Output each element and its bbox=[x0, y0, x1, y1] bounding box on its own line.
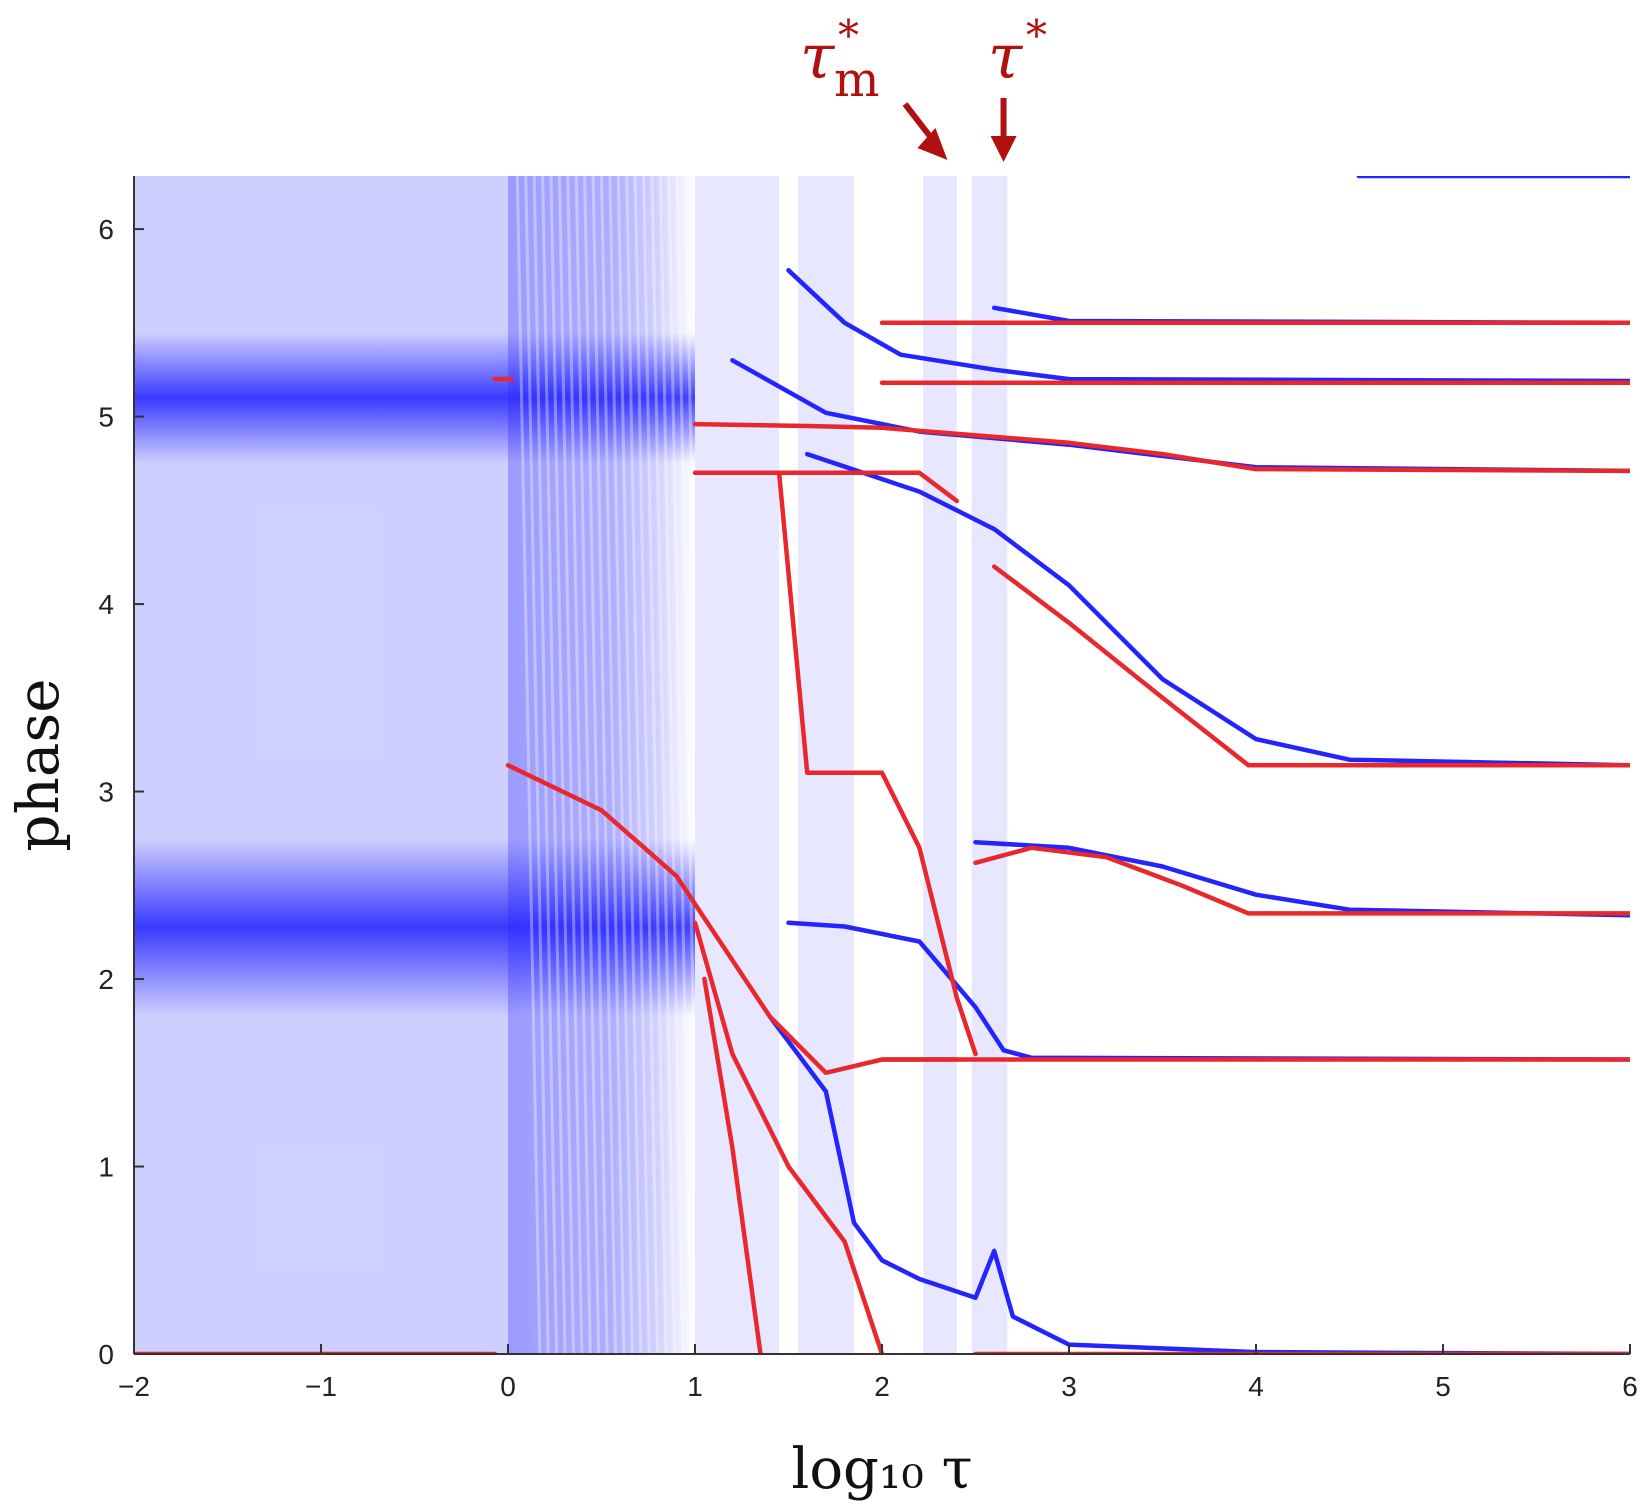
blue-curve bbox=[767, 1014, 1630, 1354]
striation bbox=[642, 176, 668, 1354]
tau-star-arrow-head bbox=[990, 136, 1017, 162]
y-tick-label: 2 bbox=[98, 964, 114, 995]
tau-m-star-sup: * bbox=[838, 11, 859, 60]
y-tick-label: 0 bbox=[98, 1339, 114, 1370]
x-tick-label: 3 bbox=[1061, 1371, 1077, 1402]
tau-m-arrow-head bbox=[917, 128, 948, 160]
x-tick-label: 1 bbox=[687, 1371, 703, 1402]
blue-curve bbox=[804, 451, 1630, 768]
striation bbox=[574, 176, 601, 1354]
y-axis-label: phase bbox=[4, 678, 72, 851]
x-tick-label: 0 bbox=[500, 1371, 516, 1402]
striation bbox=[667, 176, 693, 1354]
red-series bbox=[134, 320, 1630, 1354]
scatter-column bbox=[695, 176, 780, 1354]
y-tick-label: 1 bbox=[98, 1152, 114, 1183]
red-curve bbox=[702, 976, 763, 1354]
x-tick-label: −2 bbox=[118, 1371, 150, 1402]
striation bbox=[532, 176, 559, 1354]
x-tick-label: 2 bbox=[874, 1371, 890, 1402]
y-tick-label: 6 bbox=[98, 214, 114, 245]
y-tick-label: 3 bbox=[98, 777, 114, 808]
x-tick-label: −1 bbox=[305, 1371, 337, 1402]
red-curve bbox=[776, 470, 978, 1057]
striation bbox=[557, 176, 584, 1354]
striation bbox=[600, 176, 626, 1354]
blue-curve bbox=[973, 839, 1630, 918]
density-background bbox=[134, 176, 1008, 1354]
red-curve bbox=[692, 920, 885, 1354]
striation bbox=[549, 176, 575, 1354]
red-curve bbox=[973, 845, 1630, 916]
scatter-column bbox=[971, 176, 1008, 1354]
x-ticks: −2 −1 0 1 2 3 4 5 6 bbox=[118, 1344, 1638, 1402]
blue-curve bbox=[786, 920, 1630, 1062]
red-curve bbox=[991, 564, 1630, 768]
striation bbox=[675, 176, 702, 1354]
striation bbox=[684, 176, 710, 1354]
blue-curve bbox=[730, 358, 1630, 474]
striation bbox=[658, 176, 685, 1354]
blue-curve bbox=[786, 268, 1630, 384]
striation bbox=[616, 176, 643, 1354]
x-tick-label: 5 bbox=[1435, 1371, 1451, 1402]
x-axis-label: log₁₀ τ bbox=[791, 1437, 972, 1502]
striation bbox=[566, 176, 592, 1354]
annotations: τ *m τ * bbox=[800, 11, 1047, 162]
y-ticks: 0 1 2 3 4 5 6 bbox=[98, 214, 144, 1370]
x-tick-label: 4 bbox=[1248, 1371, 1264, 1402]
scatter-column bbox=[923, 176, 957, 1354]
red-curve bbox=[692, 470, 960, 504]
striation bbox=[541, 176, 567, 1354]
tau-star-sup: * bbox=[1026, 11, 1047, 60]
dense-band-lower bbox=[134, 838, 695, 1017]
striation bbox=[591, 176, 618, 1354]
dense-band-upper bbox=[134, 332, 695, 464]
tau-m-star-label: τ bbox=[800, 20, 836, 93]
red-curve bbox=[505, 763, 960, 1076]
y-tick-label: 5 bbox=[98, 402, 114, 433]
striation bbox=[692, 176, 719, 1354]
y-tick-label: 4 bbox=[98, 589, 114, 620]
striation bbox=[608, 176, 634, 1354]
tau-m-star-sub: m bbox=[834, 52, 880, 108]
striation bbox=[633, 176, 660, 1354]
striation bbox=[583, 176, 609, 1354]
striation bbox=[650, 176, 676, 1354]
striation bbox=[625, 176, 651, 1354]
striation bbox=[515, 176, 542, 1354]
x-tick-label: 6 bbox=[1622, 1371, 1638, 1402]
tau-star-label: τ bbox=[988, 20, 1024, 93]
red-curve bbox=[692, 421, 1630, 474]
striation bbox=[524, 176, 550, 1354]
